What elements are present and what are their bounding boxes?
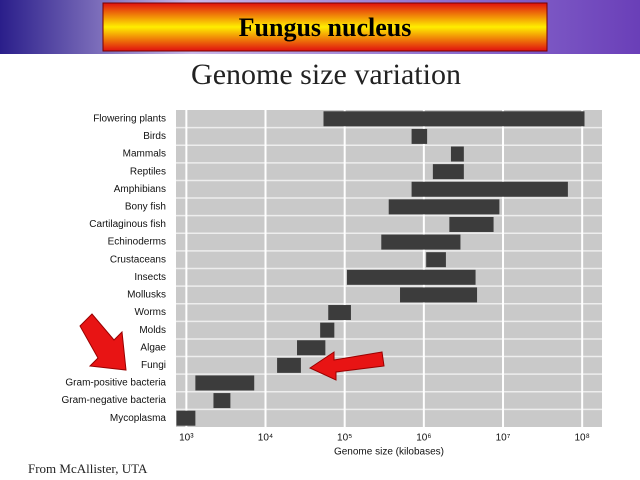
- y-tick-label: Birds: [143, 131, 166, 142]
- credit: From McAllister, UTA: [28, 461, 148, 476]
- bar: [426, 252, 446, 268]
- y-tick-label: Mollusks: [127, 290, 166, 301]
- x-tick-label: 10⁵: [337, 433, 352, 444]
- y-tick-label: Mycoplasma: [110, 413, 167, 424]
- y-tick-label: Flowering plants: [93, 113, 166, 124]
- bar: [277, 357, 301, 373]
- bar: [450, 146, 464, 162]
- y-tick-label: Bony fish: [125, 202, 166, 213]
- y-tick-label: Amphibians: [114, 184, 166, 195]
- bar: [176, 410, 196, 426]
- banner: [102, 2, 548, 52]
- arrow: [79, 313, 127, 371]
- y-tick-label: Gram-negative bacteria: [62, 395, 167, 406]
- x-tick-label: 10³: [179, 433, 194, 444]
- y-tick-label: Gram-positive bacteria: [65, 378, 166, 389]
- bar: [195, 375, 255, 391]
- x-tick-label: 10⁸: [575, 433, 590, 444]
- bar: [328, 305, 351, 321]
- bar: [323, 111, 585, 127]
- slide-title: Genome size variation: [191, 58, 461, 91]
- x-tick-label: 10⁴: [258, 433, 273, 444]
- bar: [432, 164, 464, 180]
- y-tick-label: Insects: [134, 272, 166, 283]
- y-tick-label: Cartilaginous fish: [89, 219, 166, 230]
- x-axis-label: Genome size (kilobases): [334, 447, 444, 458]
- y-tick-label: Reptiles: [130, 166, 166, 177]
- x-tick-label: 10⁶: [416, 433, 431, 444]
- bar: [411, 181, 568, 197]
- y-tick-label: Algae: [140, 342, 166, 353]
- bar: [347, 269, 476, 285]
- bar: [213, 393, 231, 409]
- chart: 10³ 10⁴ 10⁵ 10⁶ 10⁷ 10⁸ Genome size (kilobases…: [62, 110, 602, 458]
- bar: [320, 322, 335, 338]
- bar: [381, 234, 461, 250]
- y-tick-label: Crustaceans: [110, 254, 166, 265]
- y-tick-label: Fungi: [141, 360, 166, 371]
- bar: [449, 216, 494, 232]
- y-tick-label: Worms: [135, 307, 166, 318]
- bar: [297, 340, 326, 356]
- y-tick-label: Mammals: [123, 149, 166, 160]
- bar: [411, 128, 428, 144]
- bar: [388, 199, 500, 215]
- x-tick-label: 10⁷: [496, 433, 511, 444]
- bar: [400, 287, 478, 303]
- banner-text: Fungus nucleus: [239, 13, 412, 42]
- y-tick-label: Echinoderms: [108, 237, 166, 248]
- arrow: [308, 351, 385, 381]
- y-tick-label: Molds: [139, 325, 166, 336]
